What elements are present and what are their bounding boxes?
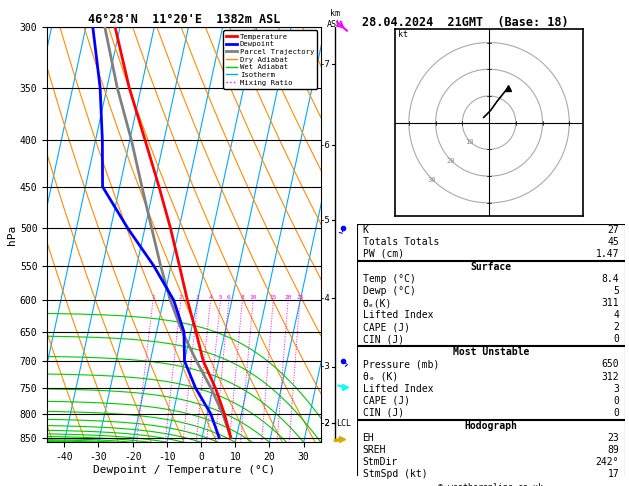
Text: CAPE (J): CAPE (J): [362, 396, 409, 406]
Text: 89: 89: [608, 445, 619, 455]
Text: 242°: 242°: [596, 457, 619, 467]
Text: 0: 0: [613, 408, 619, 417]
Text: 4: 4: [613, 310, 619, 320]
Text: 17: 17: [608, 469, 619, 479]
Text: Surface: Surface: [470, 262, 511, 272]
Y-axis label: hPa: hPa: [7, 225, 17, 244]
Text: Most Unstable: Most Unstable: [453, 347, 529, 357]
Text: Totals Totals: Totals Totals: [362, 237, 439, 246]
Text: LCL: LCL: [336, 419, 351, 428]
Text: 27: 27: [608, 225, 619, 235]
Text: Hodograph: Hodograph: [464, 421, 518, 431]
Text: © weatheronline.co.uk: © weatheronline.co.uk: [438, 483, 543, 486]
Text: 1.47: 1.47: [596, 249, 619, 259]
Text: 3: 3: [196, 295, 200, 300]
Text: 28.04.2024  21GMT  (Base: 18): 28.04.2024 21GMT (Base: 18): [362, 16, 568, 29]
Text: 10: 10: [250, 295, 257, 300]
Text: CAPE (J): CAPE (J): [362, 322, 409, 332]
Text: StmSpd (kt): StmSpd (kt): [362, 469, 427, 479]
Text: 6: 6: [227, 295, 231, 300]
Text: Lifted Index: Lifted Index: [362, 383, 433, 394]
Text: -3: -3: [320, 362, 330, 371]
Text: Temp (°C): Temp (°C): [362, 274, 416, 284]
Text: 312: 312: [601, 371, 619, 382]
Text: 3: 3: [613, 383, 619, 394]
Text: 5: 5: [613, 286, 619, 296]
Title: 46°28'N  11°20'E  1382m ASL: 46°28'N 11°20'E 1382m ASL: [88, 13, 280, 26]
Text: PW (cm): PW (cm): [362, 249, 404, 259]
Text: Lifted Index: Lifted Index: [362, 310, 433, 320]
Text: EH: EH: [362, 433, 374, 443]
Text: km
ASL: km ASL: [327, 9, 342, 29]
Text: 0: 0: [613, 396, 619, 406]
Text: -4: -4: [320, 294, 330, 303]
Text: 0: 0: [613, 334, 619, 344]
Text: 650: 650: [601, 360, 619, 369]
Text: -2: -2: [320, 419, 330, 428]
Text: -2: -2: [320, 419, 330, 428]
Text: 30: 30: [427, 177, 435, 183]
Text: 15: 15: [270, 295, 277, 300]
Text: θₑ(K): θₑ(K): [362, 298, 392, 308]
Text: CIN (J): CIN (J): [362, 334, 404, 344]
Text: -7: -7: [320, 60, 330, 69]
Text: 23: 23: [608, 433, 619, 443]
Text: CIN (J): CIN (J): [362, 408, 404, 417]
Text: SREH: SREH: [362, 445, 386, 455]
Text: 4: 4: [209, 295, 213, 300]
Text: 2: 2: [179, 295, 182, 300]
Text: -5: -5: [320, 216, 330, 225]
Text: -6: -6: [320, 140, 330, 150]
Text: 10: 10: [465, 139, 474, 145]
Text: 1: 1: [151, 295, 155, 300]
Text: 2: 2: [613, 322, 619, 332]
Text: 45: 45: [608, 237, 619, 246]
Text: K: K: [362, 225, 369, 235]
Text: 25: 25: [296, 295, 304, 300]
Text: θₑ (K): θₑ (K): [362, 371, 398, 382]
Legend: Temperature, Dewpoint, Parcel Trajectory, Dry Adiabat, Wet Adiabat, Isotherm, Mi: Temperature, Dewpoint, Parcel Trajectory…: [223, 30, 317, 88]
Text: 20: 20: [447, 158, 455, 164]
Text: StmDir: StmDir: [362, 457, 398, 467]
Text: Dewp (°C): Dewp (°C): [362, 286, 416, 296]
Text: 20: 20: [284, 295, 292, 300]
Text: 8: 8: [240, 295, 244, 300]
Text: 5: 5: [219, 295, 223, 300]
Text: Pressure (mb): Pressure (mb): [362, 360, 439, 369]
X-axis label: Dewpoint / Temperature (°C): Dewpoint / Temperature (°C): [93, 465, 275, 475]
Text: kt: kt: [398, 30, 408, 39]
Text: 8.4: 8.4: [601, 274, 619, 284]
Text: 311: 311: [601, 298, 619, 308]
